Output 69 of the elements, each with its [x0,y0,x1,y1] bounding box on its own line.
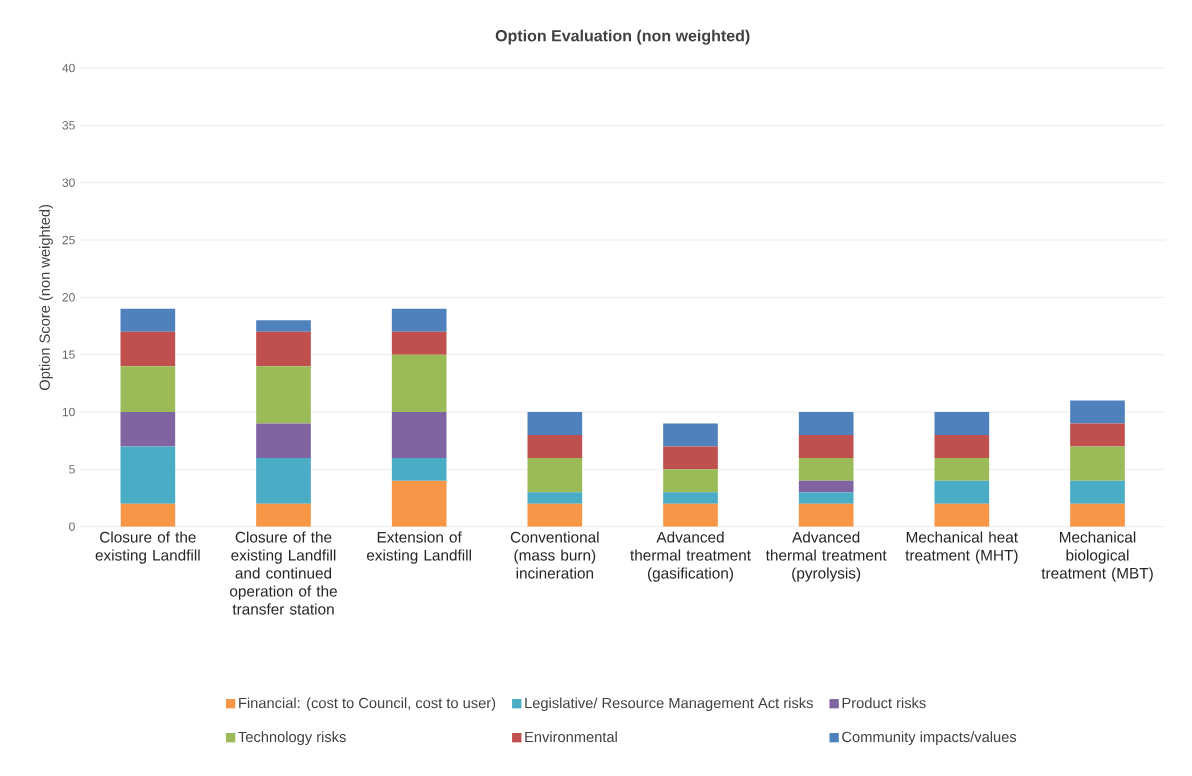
bar [798,434,854,458]
bar [1070,503,1125,527]
bar [663,492,718,504]
x-tick-label: Advanced thermal treatment (pyrolysis) [765,531,887,582]
y-tick-label: 40 [62,63,75,73]
x-tick-label: Mechanical biological treatment (MBT) [1041,531,1153,582]
bar [256,331,311,367]
bar [527,492,583,504]
bar [798,457,854,481]
bar [256,423,311,458]
chart-title: Option Evaluation (non weighted) [495,29,750,45]
bar [391,412,447,458]
bar [120,446,176,504]
bar [798,503,854,527]
bar [1070,423,1125,447]
bar [120,503,176,527]
legend-label: Community impacts/values [842,731,1017,746]
bar [256,320,311,332]
bar [934,480,990,504]
y-tick-label: 25 [62,235,75,245]
bar [256,503,311,527]
bar [391,457,447,481]
bar [663,446,718,470]
bar [798,492,854,504]
bar [934,457,990,481]
y-tick-label: 30 [62,178,75,187]
y-tick-label: 20 [62,293,75,302]
y-tick-label: 15 [62,350,75,359]
bar [1070,400,1125,424]
legend-label: Financial: (cost to Council, cost to user) [239,697,496,712]
y-tick-label: 35 [62,121,75,130]
bar [527,457,583,493]
bar [934,434,990,458]
bar [934,412,990,435]
bar [527,434,583,458]
y-tick-label: 0 [69,522,75,531]
bar [934,503,990,527]
x-tick-label: Conventional (mass burn) incineration [510,531,599,579]
y-axis-title: Option Score (non weighted) [39,204,53,391]
bar [798,412,854,435]
bar [1070,480,1125,504]
bar [120,331,176,367]
bar [120,412,176,447]
bar [663,423,718,447]
legend-label: Technology risks [238,731,346,746]
x-tick-label: Advanced thermal treatment (gasification) [630,531,751,582]
bar [663,469,718,493]
legend-label: Product risks [842,697,926,709]
bar [391,308,447,332]
y-tick-label: 10 [62,407,75,417]
bar [663,503,718,527]
bar [391,480,447,527]
bar [256,457,311,504]
bar [120,308,176,332]
bar [1070,446,1125,481]
y-tick-label: 5 [69,465,75,474]
legend-label: Environmental [525,731,617,743]
bar [527,412,583,435]
bar [391,354,447,413]
x-tick-label: Closure of the existing Landfill and continued operation of the transfer station [230,531,337,615]
bar [391,331,447,355]
bar [120,366,176,413]
x-tick-label: Closure of the existing Landfill [95,531,200,564]
bar [256,366,311,424]
x-tick-label: Mechanical heat treatment (MHT) [905,531,1018,564]
bar [798,480,854,493]
legend-label: Legislative/ Resource Management Act risks [525,697,813,712]
bar [527,503,583,527]
x-tick-label: Extension of existing Landfill [366,531,471,564]
